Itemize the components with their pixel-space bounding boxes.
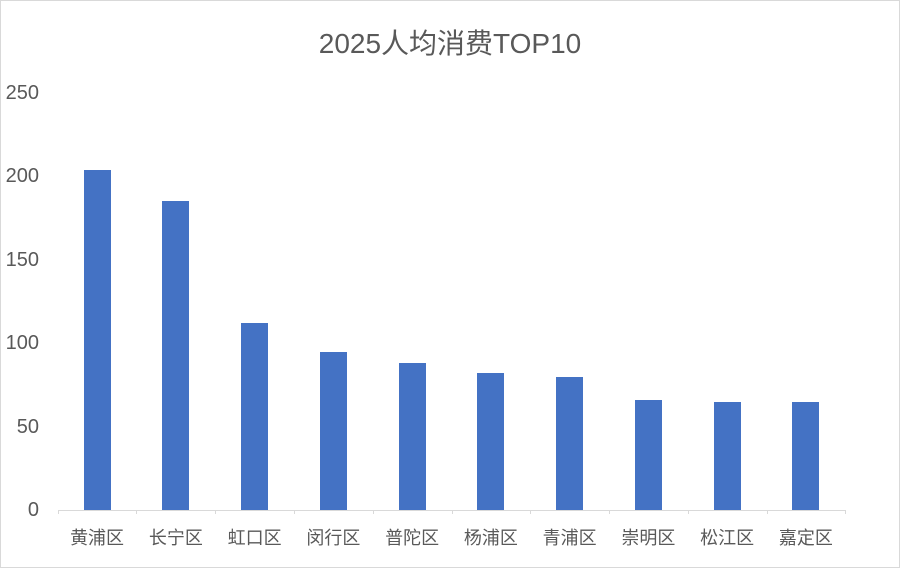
x-axis-label: 杨浦区 xyxy=(463,528,518,548)
y-axis-label: 50 xyxy=(16,415,39,438)
y-axis-label: 150 xyxy=(5,248,39,271)
x-axis-label: 闵行区 xyxy=(306,528,361,548)
x-axis-tick xyxy=(215,510,217,515)
x-axis-label: 普陀区 xyxy=(385,528,440,548)
x-axis-tick xyxy=(766,510,768,515)
y-axis-label: 100 xyxy=(5,332,39,355)
x-axis-tick xyxy=(530,510,532,515)
bar-闵行区 xyxy=(319,351,347,511)
x-axis-tick xyxy=(293,510,295,515)
x-axis-label: 虹口区 xyxy=(227,528,282,548)
x-axis-tick xyxy=(687,510,689,515)
x-axis-tick xyxy=(609,510,611,515)
y-axis-label: 200 xyxy=(5,165,39,188)
bar-长宁区 xyxy=(162,201,190,511)
y-axis-label: 250 xyxy=(5,81,39,104)
x-axis-tick xyxy=(136,510,138,515)
bar-松江区 xyxy=(713,401,741,511)
bar-黄浦区 xyxy=(83,169,111,511)
bar-青浦区 xyxy=(556,376,584,511)
x-axis-label: 青浦区 xyxy=(542,528,597,548)
x-axis-label: 松江区 xyxy=(700,528,755,548)
chart-title: 2025人均消费TOP10 xyxy=(318,28,582,59)
x-axis-label: 黄浦区 xyxy=(70,528,125,548)
x-axis-tick xyxy=(57,510,59,515)
bar-嘉定区 xyxy=(792,401,820,511)
x-axis-tick xyxy=(372,510,374,515)
bar-杨浦区 xyxy=(477,373,505,511)
bar-虹口区 xyxy=(241,323,269,511)
x-axis-tick xyxy=(845,510,847,515)
x-axis-label: 崇明区 xyxy=(621,528,676,548)
x-axis-line xyxy=(57,510,846,512)
x-axis-tick xyxy=(451,510,453,515)
y-axis-label: 0 xyxy=(27,499,39,522)
x-axis-label: 嘉定区 xyxy=(778,528,833,548)
bar-崇明区 xyxy=(634,400,662,511)
x-axis-label: 长宁区 xyxy=(148,528,203,548)
bar-普陀区 xyxy=(398,363,426,511)
